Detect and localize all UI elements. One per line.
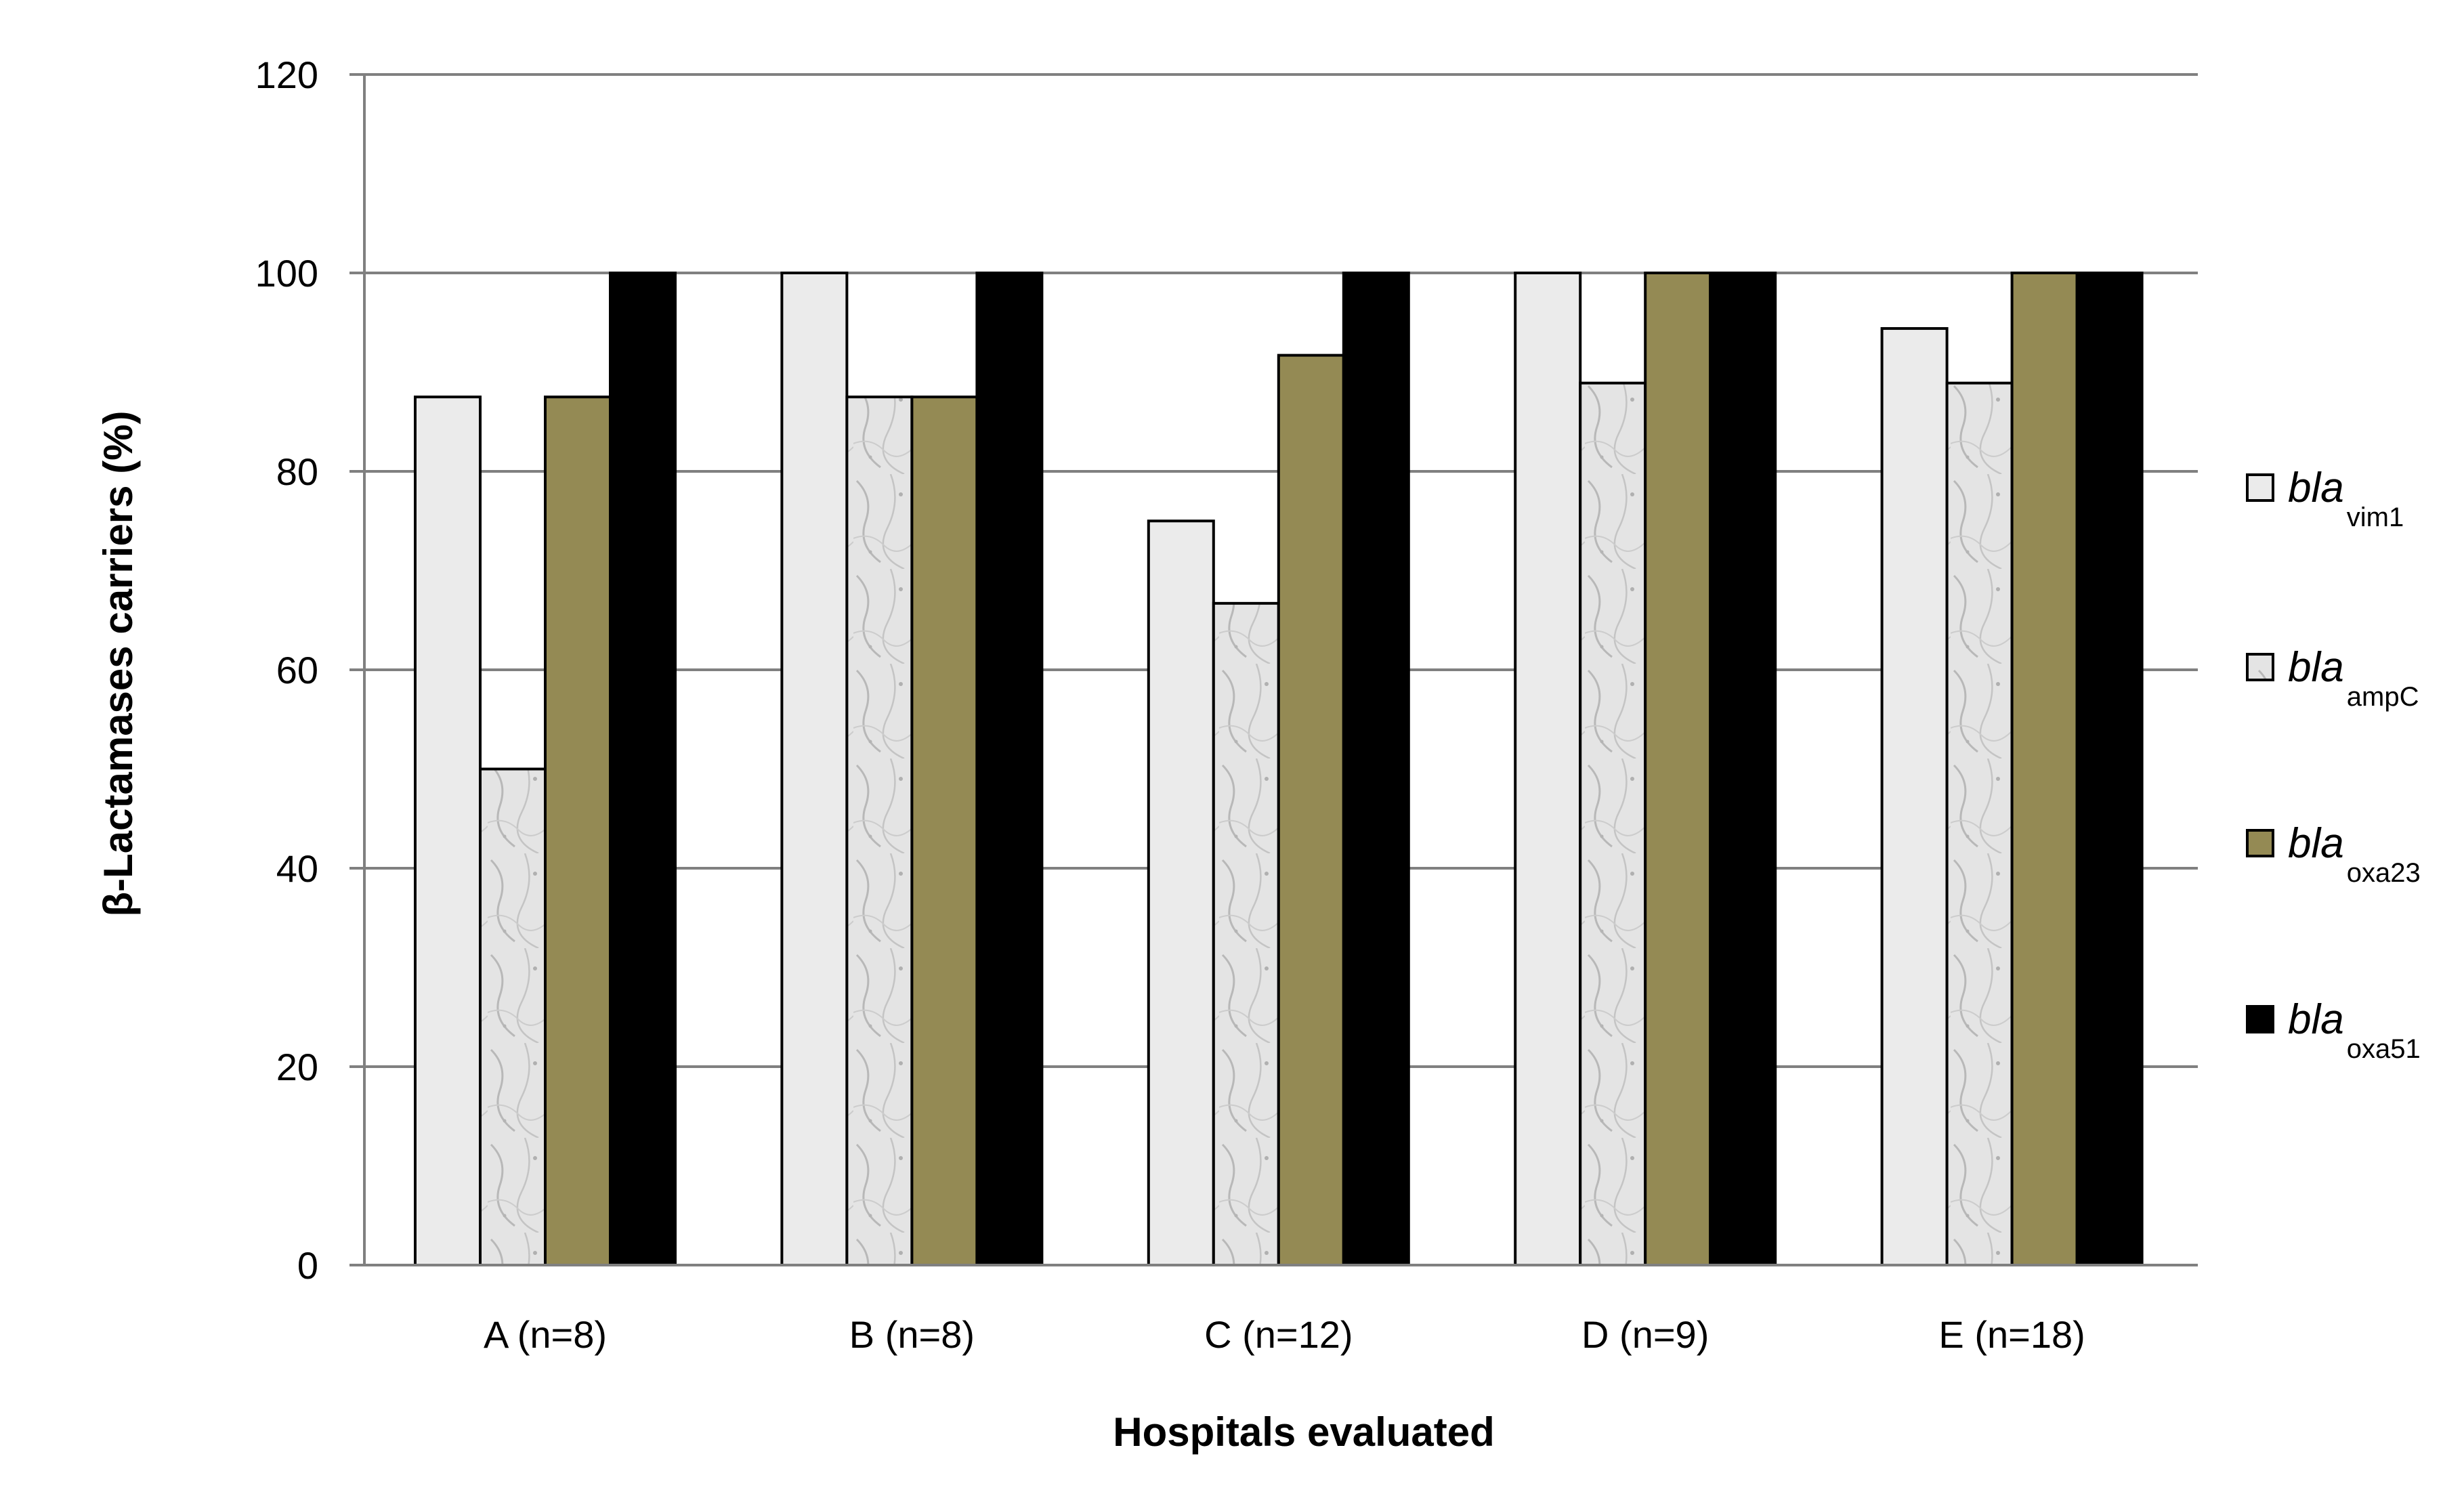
x-tick-label: C (n=12) xyxy=(1204,1313,1353,1356)
bar-vim1-3 xyxy=(1514,272,1582,1266)
bar-vim1-4 xyxy=(1880,327,1949,1266)
y-axis-title: β-Lactamases carriers (%) xyxy=(95,410,141,916)
x-tick-labels: A (n=8) B (n=8) C (n=12) D (n=9) E (n=18) xyxy=(484,1313,2085,1356)
x-tick-label: A (n=8) xyxy=(484,1313,607,1356)
bar-oxa23-4 xyxy=(2010,272,2079,1266)
bar-oxa51-3 xyxy=(1709,272,1777,1266)
y-tick-label: 80 xyxy=(276,450,318,493)
legend-label-oxa23: bla xyxy=(2288,820,2344,867)
bars xyxy=(414,272,2144,1266)
y-tick-label: 100 xyxy=(255,252,318,295)
bar-vim1-2 xyxy=(1147,519,1215,1266)
bar-ampC-4 xyxy=(1945,381,2014,1266)
bar-ampC-3 xyxy=(1579,381,1647,1266)
bar-ampC-2 xyxy=(1212,601,1280,1266)
y-tick-label: 60 xyxy=(276,649,318,691)
bar-ampC-0 xyxy=(479,767,547,1266)
x-tick-label: B (n=8) xyxy=(849,1313,975,1356)
x-tick-label: D (n=9) xyxy=(1581,1313,1709,1356)
legend-label-oxa51: bla xyxy=(2288,996,2344,1043)
y-tick-label: 40 xyxy=(276,847,318,890)
bar-vim1-1 xyxy=(780,272,849,1266)
x-tick-label: E (n=18) xyxy=(1938,1313,2085,1356)
bar-oxa51-1 xyxy=(975,272,1044,1266)
y-tick-labels: 0 20 40 60 80 100 120 xyxy=(255,54,364,1287)
bar-oxa23-0 xyxy=(544,396,612,1266)
legend-swatch-oxa23 xyxy=(2246,829,2274,857)
bar-oxa51-0 xyxy=(609,272,677,1266)
y-tick-label: 20 xyxy=(276,1046,318,1088)
bar-oxa23-2 xyxy=(1277,354,1345,1266)
bar-oxa23-3 xyxy=(1644,272,1712,1266)
legend-subscript-oxa23: oxa23 xyxy=(2347,858,2421,888)
legend-swatch-vim1 xyxy=(2246,473,2274,502)
y-tick-label: 0 xyxy=(297,1244,318,1287)
bar-oxa51-2 xyxy=(1342,272,1410,1266)
bar-ampC-1 xyxy=(845,396,914,1266)
bar-oxa51-4 xyxy=(2075,272,2144,1266)
x-axis-title: Hospitals evaluated xyxy=(1113,1409,1495,1455)
legend-subscript-ampC: ampC xyxy=(2347,682,2419,712)
legend-swatch-ampC xyxy=(2246,653,2274,681)
y-tick-label: 120 xyxy=(255,54,318,96)
bar-vim1-0 xyxy=(414,396,482,1266)
bar-oxa23-1 xyxy=(910,396,979,1266)
legend-swatch-oxa51 xyxy=(2246,1005,2274,1033)
legend-label-ampC: bla xyxy=(2288,644,2344,691)
legend-subscript-oxa51: oxa51 xyxy=(2347,1034,2421,1064)
legend-label-vim1: bla xyxy=(2288,465,2344,511)
legend-subscript-vim1: vim1 xyxy=(2347,503,2404,532)
